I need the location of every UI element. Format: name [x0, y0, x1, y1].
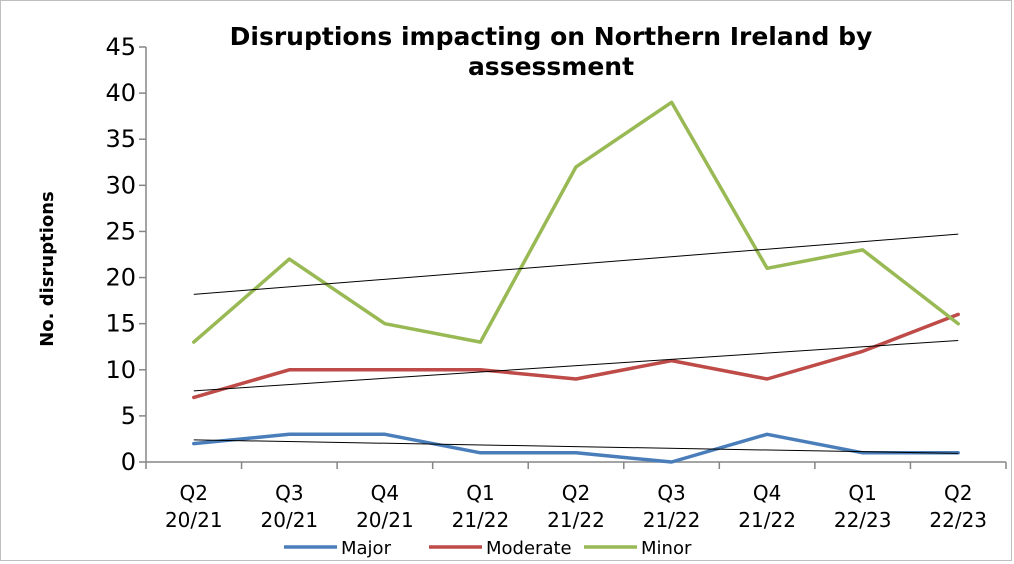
x-tick-label: Q1 21/22	[452, 481, 510, 532]
trendline-minor	[193, 233, 959, 295]
trendline-major	[193, 439, 959, 454]
x-tick-label: Q2 21/22	[547, 481, 605, 532]
chart-title-line: Disruptions impacting on Northern Irelan…	[230, 22, 873, 51]
legend-label-moderate: Moderate	[486, 538, 572, 559]
x-tick-label: Q4 20/21	[356, 481, 414, 532]
x-tick-label: Q4 21/22	[738, 481, 796, 532]
y-tick-label: 10	[105, 356, 136, 384]
y-tick-label: 20	[105, 264, 136, 292]
series-line-major	[192, 432, 960, 464]
y-axis-label: No. disruptions	[37, 191, 58, 347]
x-tick-label: Q3 20/21	[261, 481, 319, 532]
x-tick-label: Q3 21/22	[643, 481, 701, 532]
legend-label-minor: Minor	[641, 538, 692, 559]
x-tick-label: Q2 22/23	[929, 481, 987, 532]
series-line-minor	[192, 100, 960, 344]
y-tick-label: 5	[121, 402, 136, 430]
x-tick-label: Q2 20/21	[165, 481, 223, 532]
chart-title-line: assessment	[468, 52, 634, 81]
x-tick-label: Q1 22/23	[834, 481, 892, 532]
y-tick-label: 35	[105, 125, 136, 153]
y-tick-label: 15	[105, 310, 136, 338]
legend-label-major: Major	[341, 538, 392, 559]
y-tick-label: 0	[121, 448, 136, 476]
y-tick-label: 25	[105, 217, 136, 245]
y-tick-label: 45	[105, 33, 136, 61]
trendline-moderate	[193, 339, 959, 392]
series-line-moderate	[192, 312, 960, 400]
y-tick-label: 40	[105, 79, 136, 107]
y-tick-label: 30	[105, 171, 136, 199]
